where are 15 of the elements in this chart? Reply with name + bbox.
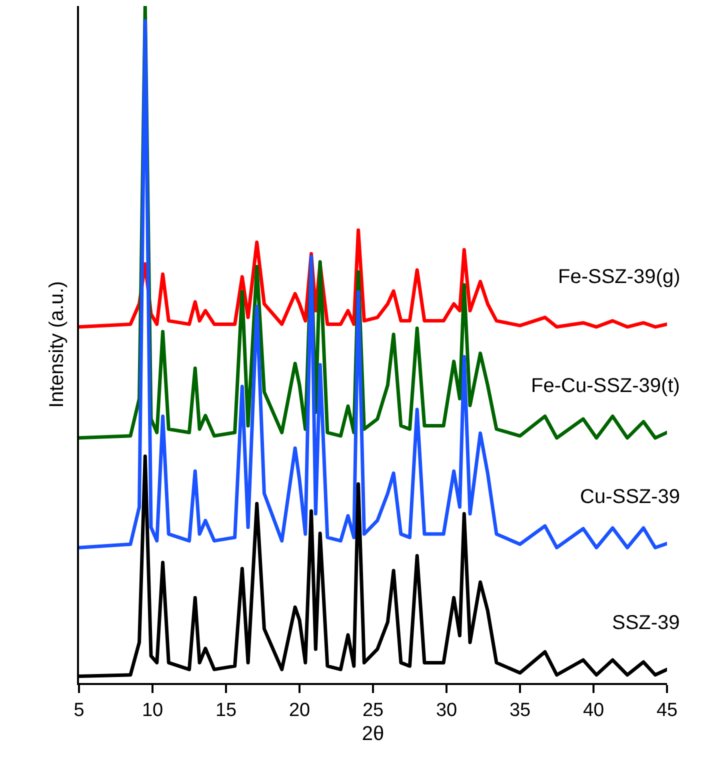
x-tick-label: 15 bbox=[215, 700, 237, 721]
series-label: SSZ-39 bbox=[612, 612, 680, 634]
x-axis-title: 2θ bbox=[362, 722, 384, 745]
series-label: Fe-Cu-SSZ-39(t) bbox=[531, 375, 680, 397]
x-tick-label: 35 bbox=[509, 700, 531, 721]
y-axis-title: Intensity (a.u.) bbox=[46, 281, 68, 408]
x-tick-label: 20 bbox=[288, 700, 310, 721]
x-tick-label: 45 bbox=[656, 700, 678, 721]
x-tick-label: 5 bbox=[74, 700, 84, 721]
x-tick-label: 30 bbox=[436, 700, 458, 721]
x-tick-label: 10 bbox=[142, 700, 164, 721]
series-label: Cu-SSZ-39 bbox=[580, 486, 680, 508]
series-label: Fe-SSZ-39(g) bbox=[558, 266, 680, 288]
x-tick-label: 25 bbox=[362, 700, 384, 721]
x-tick-label: 40 bbox=[582, 700, 604, 721]
